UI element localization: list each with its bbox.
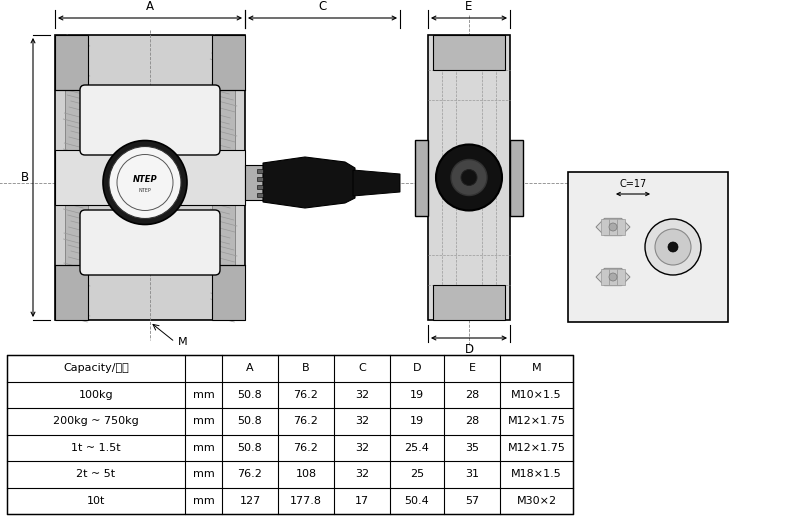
Circle shape: [645, 219, 701, 275]
Circle shape: [461, 170, 477, 186]
Text: A: A: [146, 0, 154, 13]
Text: 177.8: 177.8: [290, 496, 322, 506]
Circle shape: [109, 146, 181, 219]
Text: 100kg: 100kg: [79, 390, 113, 400]
Polygon shape: [257, 193, 263, 197]
Polygon shape: [55, 35, 245, 320]
Polygon shape: [596, 218, 630, 236]
Text: M18×1.5: M18×1.5: [511, 469, 562, 479]
Text: 50.8: 50.8: [238, 390, 262, 400]
Text: C=17: C=17: [619, 179, 646, 189]
Text: 17: 17: [355, 496, 369, 506]
Text: 76.2: 76.2: [293, 416, 319, 426]
Text: mm: mm: [193, 469, 214, 479]
Text: mm: mm: [193, 390, 214, 400]
Polygon shape: [617, 269, 625, 285]
Polygon shape: [617, 219, 625, 235]
Polygon shape: [263, 157, 355, 208]
Text: 76.2: 76.2: [293, 443, 319, 453]
Polygon shape: [257, 177, 263, 181]
Text: 50.4: 50.4: [405, 496, 430, 506]
Text: NTEP: NTEP: [132, 175, 157, 184]
Text: mm: mm: [193, 443, 214, 453]
Text: 108: 108: [296, 469, 316, 479]
Text: A: A: [246, 363, 253, 373]
Text: 31: 31: [465, 469, 479, 479]
Text: 28: 28: [465, 416, 479, 426]
Circle shape: [436, 144, 502, 210]
Text: 32: 32: [355, 390, 369, 400]
Circle shape: [668, 242, 678, 252]
Text: 35: 35: [465, 443, 479, 453]
Polygon shape: [55, 150, 245, 205]
Text: 32: 32: [355, 469, 369, 479]
Text: 76.2: 76.2: [238, 469, 262, 479]
Polygon shape: [428, 35, 510, 320]
Polygon shape: [596, 268, 630, 286]
Polygon shape: [55, 265, 88, 320]
Polygon shape: [7, 355, 573, 514]
Text: mm: mm: [193, 416, 214, 426]
Text: M10×1.5: M10×1.5: [511, 390, 562, 400]
Circle shape: [609, 273, 617, 281]
Text: 50.8: 50.8: [238, 443, 262, 453]
Text: 19: 19: [410, 416, 424, 426]
Text: C: C: [358, 363, 366, 373]
Text: 32: 32: [355, 443, 369, 453]
Polygon shape: [433, 35, 505, 70]
Text: M: M: [178, 337, 187, 347]
Text: 1t ~ 1.5t: 1t ~ 1.5t: [71, 443, 121, 453]
Polygon shape: [510, 140, 523, 216]
Text: 57: 57: [465, 496, 479, 506]
Polygon shape: [212, 35, 235, 320]
Text: 28: 28: [465, 390, 479, 400]
Text: mm: mm: [193, 496, 214, 506]
Polygon shape: [212, 35, 245, 90]
Text: 76.2: 76.2: [293, 390, 319, 400]
Circle shape: [103, 141, 187, 224]
Text: 25.4: 25.4: [405, 443, 430, 453]
Polygon shape: [601, 269, 609, 285]
Polygon shape: [415, 140, 428, 216]
Text: M30×2: M30×2: [516, 496, 556, 506]
Text: M12×1.75: M12×1.75: [508, 416, 565, 426]
Polygon shape: [601, 219, 609, 235]
Polygon shape: [65, 35, 88, 320]
Text: D: D: [465, 343, 473, 356]
FancyBboxPatch shape: [80, 85, 220, 155]
Text: 2t ~ 5t: 2t ~ 5t: [77, 469, 116, 479]
Text: 25: 25: [410, 469, 424, 479]
Text: 50.8: 50.8: [238, 416, 262, 426]
Polygon shape: [245, 165, 263, 200]
Circle shape: [451, 160, 487, 195]
Text: 127: 127: [239, 496, 261, 506]
FancyBboxPatch shape: [80, 210, 220, 275]
Text: NTEP: NTEP: [139, 188, 151, 193]
Polygon shape: [568, 172, 728, 322]
Circle shape: [655, 229, 691, 265]
Text: M12×1.75: M12×1.75: [508, 443, 565, 453]
Text: 200kg ~ 750kg: 200kg ~ 750kg: [53, 416, 139, 426]
Text: D: D: [413, 363, 422, 373]
Polygon shape: [55, 35, 88, 90]
Text: M: M: [532, 363, 541, 373]
Text: E: E: [469, 363, 476, 373]
Polygon shape: [257, 185, 263, 189]
Polygon shape: [433, 285, 505, 320]
Text: B: B: [21, 171, 29, 184]
Text: B: B: [302, 363, 310, 373]
Text: C: C: [318, 0, 327, 13]
Circle shape: [609, 223, 617, 231]
Text: Capacity/量程: Capacity/量程: [63, 363, 129, 373]
Polygon shape: [609, 219, 617, 235]
Text: 32: 32: [355, 416, 369, 426]
Polygon shape: [353, 170, 400, 196]
Text: 10t: 10t: [87, 496, 105, 506]
Text: E: E: [465, 0, 473, 13]
Polygon shape: [609, 269, 617, 285]
Polygon shape: [212, 265, 245, 320]
Text: 19: 19: [410, 390, 424, 400]
Polygon shape: [257, 169, 263, 173]
